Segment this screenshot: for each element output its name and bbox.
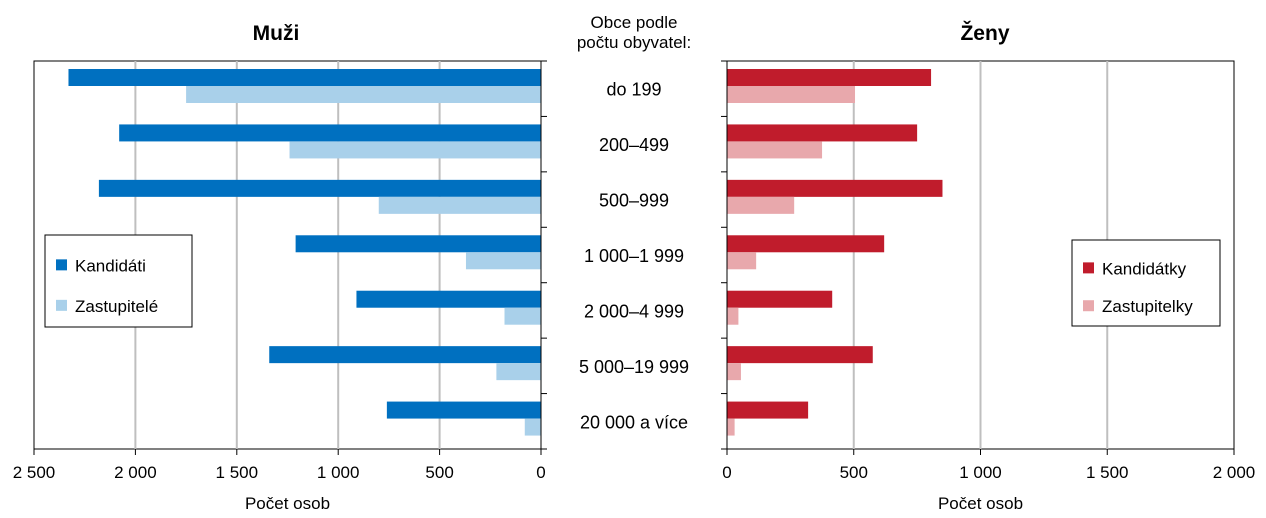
bar-0-1-1 (289, 141, 541, 159)
x-tick-label-0-4: 500 (425, 463, 453, 482)
x-tick-label-1-4: 2 000 (1213, 463, 1256, 482)
category-header-0: Obce podle (591, 13, 678, 32)
bar-1-0-6 (727, 401, 809, 419)
panel-title-0: Muži (253, 22, 300, 45)
legend-label-0-1: Zastupitelé (75, 297, 158, 316)
x-tick-label-0-3: 1 000 (317, 463, 360, 482)
bar-1-1-1 (727, 141, 823, 159)
bar-1-0-2 (727, 179, 943, 197)
x-axis-label-0: Počet osob (245, 494, 330, 513)
bar-1-0-5 (727, 346, 873, 364)
bar-0-1-5 (496, 363, 541, 381)
bar-0-1-2 (378, 196, 541, 214)
bar-1-1-2 (727, 196, 795, 214)
legend-swatch-0-0 (56, 259, 67, 271)
bar-0-0-1 (119, 124, 542, 142)
bar-0-0-5 (269, 346, 541, 364)
category-label-2: 500–999 (599, 191, 669, 211)
x-tick-label-0-0: 2 500 (13, 463, 56, 482)
bar-0-1-4 (504, 307, 541, 325)
legend-label-1-0: Kandidátky (1102, 259, 1187, 278)
bar-1-1-5 (727, 363, 741, 381)
bar-1-0-4 (727, 290, 833, 308)
bar-0-1-6 (524, 418, 541, 436)
bar-1-0-1 (727, 124, 918, 142)
x-tick-label-0-2: 1 500 (216, 463, 259, 482)
bar-1-1-4 (727, 307, 739, 325)
bar-1-1-6 (727, 418, 735, 436)
legend-box-0 (44, 234, 193, 328)
bar-1-0-3 (727, 235, 885, 253)
category-label-5: 5 000–19 999 (579, 357, 689, 377)
panel-title-1: Ženy (960, 21, 1009, 45)
bar-1-1-0 (727, 86, 856, 103)
bar-0-0-6 (386, 401, 541, 419)
bar-0-0-4 (356, 290, 541, 308)
bar-0-0-3 (295, 235, 541, 253)
x-tick-label-1-3: 1 500 (1086, 463, 1129, 482)
x-tick-label-1-0: 0 (722, 463, 731, 482)
bar-0-1-3 (465, 252, 541, 270)
legend-label-1-1: Zastupitelky (1102, 297, 1193, 316)
legend-swatch-0-1 (56, 299, 67, 311)
bar-0-1-0 (186, 86, 541, 103)
category-header-1: počtu obyvatel: (577, 33, 691, 52)
bar-0-0-0 (68, 69, 541, 86)
x-axis-label-1: Počet osob (938, 494, 1023, 513)
legend-swatch-1-0 (1083, 262, 1094, 274)
bar-1-0-0 (727, 69, 932, 86)
category-label-4: 2 000–4 999 (584, 301, 684, 321)
bar-0-0-2 (98, 179, 542, 197)
category-label-6: 20 000 a více (580, 412, 688, 432)
legend-box-1 (1071, 239, 1221, 327)
bar-1-1-3 (727, 252, 757, 270)
legend-label-0-0: Kandidáti (75, 256, 146, 275)
x-tick-label-1-2: 1 000 (959, 463, 1002, 482)
category-label-1: 200–499 (599, 135, 669, 155)
category-label-3: 1 000–1 999 (584, 246, 684, 266)
x-tick-label-1-1: 500 (840, 463, 868, 482)
legend-swatch-1-1 (1083, 300, 1094, 312)
category-label-0: do 199 (606, 80, 661, 100)
x-tick-label-0-1: 2 000 (114, 463, 157, 482)
x-tick-label-0-5: 0 (536, 463, 545, 482)
